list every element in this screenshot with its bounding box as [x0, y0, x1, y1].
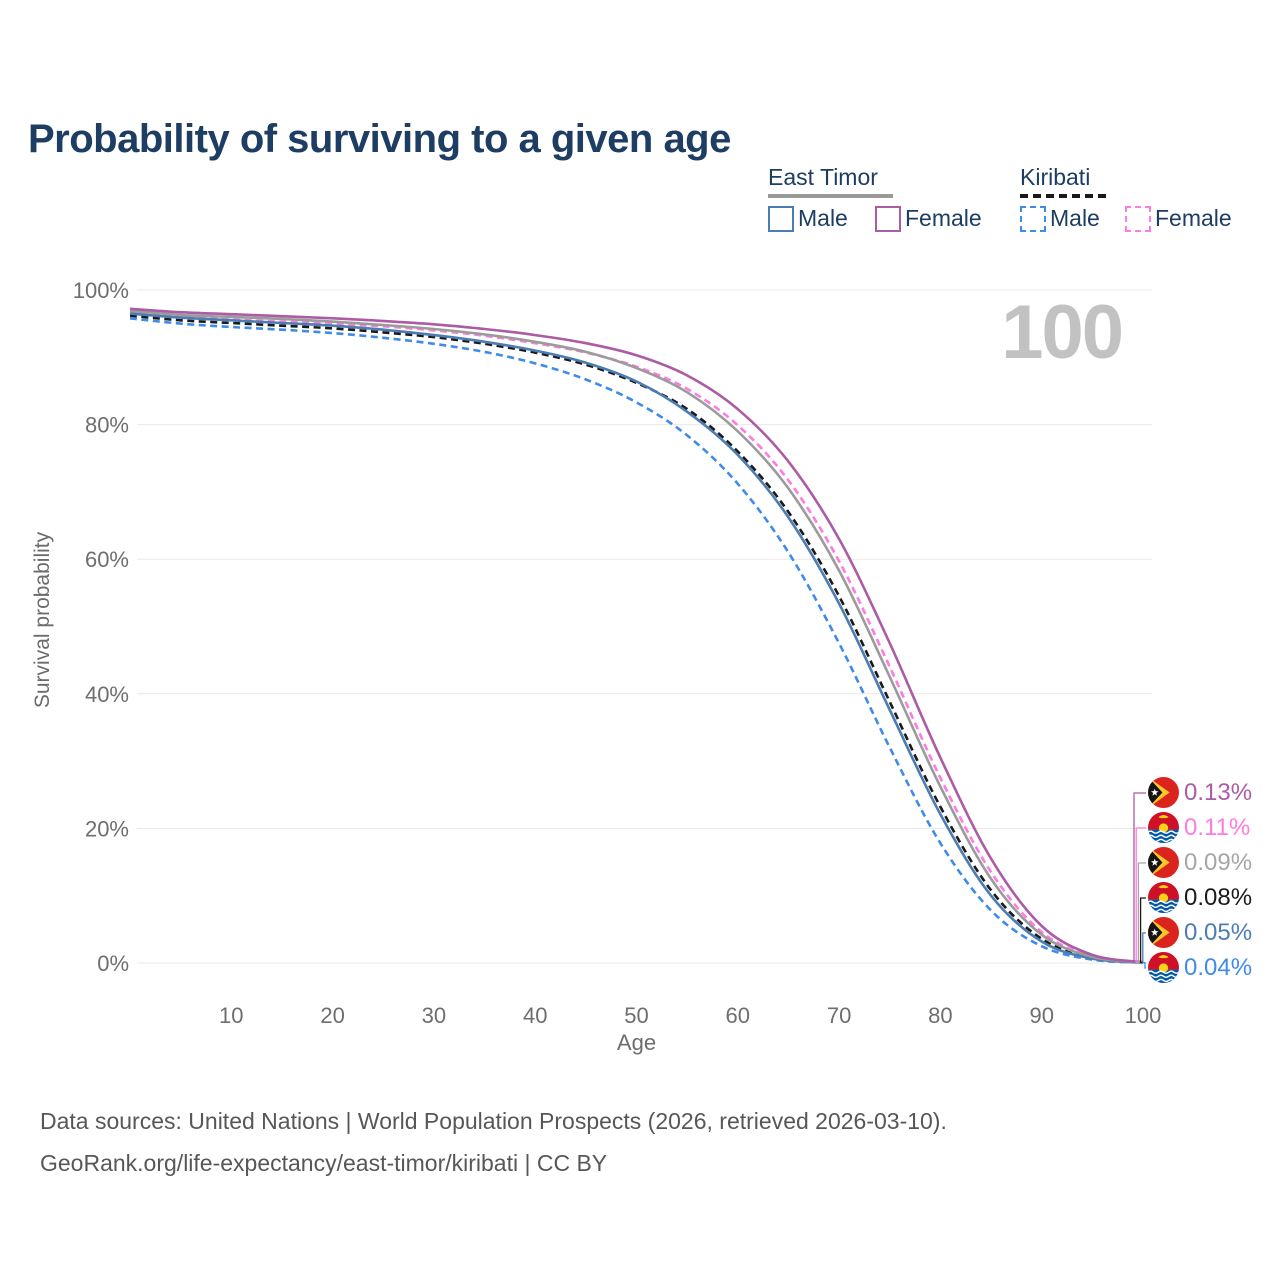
series-line-east-timor[interactable] — [129, 309, 1144, 964]
end-label-value: 0.09% — [1184, 848, 1253, 876]
kiribati-flag-icon — [1148, 812, 1179, 843]
end-label-kiribati-male[interactable]: 0.04% — [1148, 952, 1252, 983]
end-label-value: 0.08% — [1184, 883, 1253, 911]
end-label-kiribati[interactable]: 0.08% — [1148, 882, 1252, 913]
legend-underline-east-timor — [768, 194, 893, 198]
x-tick-40: 40 — [523, 1003, 547, 1028]
x-tick-60: 60 — [726, 1003, 750, 1028]
legend-item-east-timor-female[interactable]: Female — [875, 205, 982, 232]
attribution-note: GeoRank.org/life-expectancy/east-timor/k… — [40, 1150, 608, 1176]
x-tick-80: 80 — [928, 1003, 952, 1028]
x-tick-20: 20 — [320, 1003, 344, 1028]
east-timor-male-swatch-icon — [768, 205, 794, 232]
x-tick-50: 50 — [624, 1003, 648, 1028]
leader-line-kiribati-0.08% — [1139, 897, 1146, 964]
y-tick-100%: 100% — [73, 278, 129, 303]
kiribati-flag-icon — [1148, 882, 1179, 913]
series-line-east-timor-female[interactable] — [129, 307, 1144, 964]
end-label-value: 0.11% — [1184, 813, 1251, 841]
kiribati-flag-icon — [1148, 952, 1179, 983]
east-timor-female-swatch-icon — [875, 205, 901, 232]
y-tick-40%: 40% — [85, 682, 129, 707]
end-label-kiribati-female[interactable]: 0.11% — [1148, 812, 1250, 843]
end-label-east-timor-male[interactable]: 0.05% — [1148, 917, 1252, 948]
age-indicator-watermark: 100 — [1001, 295, 1124, 371]
series-line-east-timor-male[interactable] — [129, 312, 1144, 964]
x-tick-30: 30 — [422, 1003, 446, 1028]
y-tick-20%: 20% — [85, 816, 129, 841]
legend-group-east-timor[interactable]: East Timor — [768, 164, 878, 190]
east-timor-flag-icon — [1148, 777, 1179, 808]
y-tick-0%: 0% — [97, 951, 129, 976]
series-line-kiribati-male[interactable] — [129, 317, 1144, 964]
x-axis-title: Age — [617, 1030, 656, 1055]
kiribati-female-swatch-icon — [1125, 205, 1151, 232]
y-tick-80%: 80% — [85, 413, 129, 438]
x-tick-90: 90 — [1029, 1003, 1053, 1028]
plot-area[interactable] — [130, 290, 1152, 963]
east-timor-flag-icon — [1148, 917, 1179, 948]
end-label-value: 0.13% — [1184, 778, 1253, 806]
x-tick-10: 10 — [219, 1003, 243, 1028]
end-label-value: 0.05% — [1184, 918, 1253, 946]
kiribati-male-swatch-icon — [1020, 205, 1046, 232]
page-title: Probability of surviving to a given age — [28, 116, 731, 161]
x-tick-100: 100 — [1125, 1003, 1162, 1028]
leader-line-east-timor-0.05% — [1142, 932, 1146, 964]
end-label-value: 0.04% — [1184, 953, 1253, 981]
y-tick-60%: 60% — [85, 547, 129, 572]
leader-line-kiribati-0.04% — [1143, 962, 1146, 969]
legend-underline-kiribati — [1020, 194, 1108, 198]
end-label-east-timor[interactable]: 0.09% — [1148, 847, 1252, 878]
x-tick-70: 70 — [827, 1003, 851, 1028]
east-timor-flag-icon — [1148, 847, 1179, 878]
legend-item-east-timor-male[interactable]: Male — [768, 205, 848, 232]
legend-group-kiribati[interactable]: Kiribati — [1020, 164, 1091, 190]
y-axis-title: Survival probability — [31, 531, 54, 709]
legend-item-kiribati-female[interactable]: Female — [1125, 205, 1232, 232]
end-label-east-timor-female[interactable]: 0.13% — [1148, 777, 1252, 808]
legend-item-kiribati-male[interactable]: Male — [1020, 205, 1100, 232]
data-sources-note: Data sources: United Nations | World Pop… — [40, 1108, 947, 1134]
